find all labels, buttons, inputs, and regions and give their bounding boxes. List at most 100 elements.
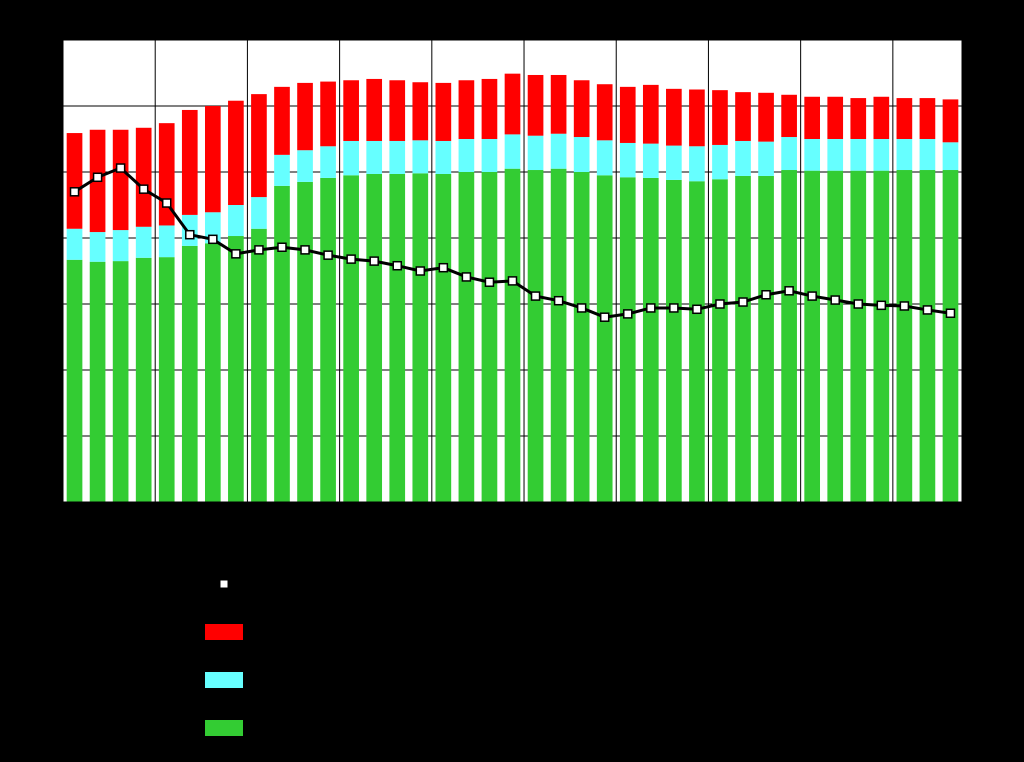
bar-segment bbox=[228, 100, 244, 205]
bar-segment bbox=[135, 226, 152, 258]
bar-segment bbox=[689, 89, 705, 147]
bar-segment bbox=[527, 74, 544, 136]
line-marker bbox=[599, 312, 610, 322]
bar-segment bbox=[297, 82, 313, 151]
bar-segment bbox=[366, 140, 383, 174]
bar-segment bbox=[66, 259, 83, 502]
bar-segment bbox=[573, 172, 590, 502]
bar-segment bbox=[550, 74, 567, 134]
bar-segment bbox=[366, 78, 383, 141]
line-marker bbox=[530, 291, 541, 301]
line-marker bbox=[484, 277, 495, 287]
line-marker bbox=[208, 234, 218, 245]
line-marker bbox=[161, 198, 172, 208]
line-marker bbox=[807, 291, 817, 301]
legend-marker bbox=[219, 579, 229, 589]
bar-segment bbox=[112, 129, 129, 231]
bar-segment bbox=[135, 127, 152, 227]
bar-segment bbox=[435, 173, 452, 503]
line-marker bbox=[945, 308, 956, 318]
bar-segment bbox=[158, 257, 175, 502]
bar-segment bbox=[619, 177, 636, 502]
bar-segment bbox=[919, 98, 936, 139]
bar-segment bbox=[435, 82, 452, 141]
bar-segment bbox=[112, 230, 129, 262]
bar-segment bbox=[458, 172, 475, 502]
bar-segment bbox=[666, 179, 682, 503]
bar-segment bbox=[89, 261, 106, 502]
bar-segment bbox=[112, 261, 129, 502]
line-marker bbox=[623, 309, 633, 319]
bar-segment bbox=[573, 80, 590, 138]
bar-segment bbox=[712, 179, 728, 502]
bar-segment bbox=[896, 98, 913, 139]
bar-segment bbox=[181, 109, 198, 215]
line-marker bbox=[392, 260, 402, 271]
bar-segment bbox=[896, 170, 913, 502]
bar-segment bbox=[412, 173, 429, 502]
line-marker bbox=[715, 299, 725, 309]
bar-segment bbox=[781, 94, 797, 138]
line-marker bbox=[254, 245, 264, 255]
bar-segment bbox=[297, 150, 313, 182]
bar-segment bbox=[181, 245, 198, 503]
bar-segment bbox=[66, 133, 83, 229]
bar-segment bbox=[642, 177, 659, 502]
bar-segment bbox=[251, 197, 267, 229]
bar-segment bbox=[504, 73, 521, 135]
bar-segment bbox=[596, 175, 613, 503]
bar-segment bbox=[850, 98, 867, 139]
line-marker bbox=[784, 286, 794, 296]
bar-segment bbox=[527, 170, 544, 502]
line-marker bbox=[461, 272, 472, 282]
bar-segment bbox=[251, 94, 267, 198]
line-marker bbox=[507, 276, 518, 286]
bar-segment bbox=[919, 170, 936, 502]
bar-segment bbox=[481, 139, 498, 172]
bar-segment bbox=[228, 236, 244, 502]
bar-segment bbox=[297, 181, 313, 502]
line-marker bbox=[761, 290, 771, 300]
bar-segment bbox=[804, 96, 821, 139]
bar-segment bbox=[573, 137, 590, 172]
bar-segment bbox=[504, 134, 521, 169]
line-marker bbox=[899, 301, 910, 311]
bar-segment bbox=[435, 140, 452, 174]
bar-segment bbox=[735, 175, 751, 502]
line-marker bbox=[69, 187, 80, 197]
bar-segment bbox=[735, 92, 751, 141]
bar-segment bbox=[942, 142, 959, 171]
bar-segment bbox=[804, 139, 821, 171]
bar-segment bbox=[366, 173, 383, 503]
line-marker bbox=[646, 303, 656, 313]
bar-segment bbox=[642, 143, 659, 178]
line-marker bbox=[853, 299, 864, 309]
line-marker bbox=[300, 245, 310, 255]
line-marker bbox=[277, 242, 287, 252]
bar-segment bbox=[827, 139, 844, 171]
bar-segment bbox=[412, 140, 429, 174]
bar-segment bbox=[274, 154, 290, 186]
bar-segment bbox=[712, 144, 728, 180]
line-marker bbox=[553, 295, 564, 306]
line-marker bbox=[323, 250, 333, 260]
bar-segment bbox=[942, 99, 959, 143]
bar-segment bbox=[781, 137, 797, 171]
bar-segment bbox=[458, 80, 475, 139]
line-marker bbox=[738, 297, 748, 307]
bar-segment bbox=[251, 228, 267, 502]
bar-segment bbox=[758, 141, 774, 176]
bar-segment bbox=[204, 243, 221, 502]
bar-segment bbox=[827, 170, 844, 502]
bar-segment bbox=[873, 170, 890, 502]
bar-segment bbox=[412, 82, 429, 141]
line-marker bbox=[876, 300, 887, 311]
bar-segment bbox=[804, 170, 821, 502]
bar-segment bbox=[896, 139, 913, 171]
bar-segment bbox=[135, 257, 152, 502]
bar-segment bbox=[735, 140, 751, 176]
bar-segment bbox=[550, 133, 567, 169]
bar-segment bbox=[758, 175, 774, 502]
legend-swatch bbox=[205, 720, 243, 736]
